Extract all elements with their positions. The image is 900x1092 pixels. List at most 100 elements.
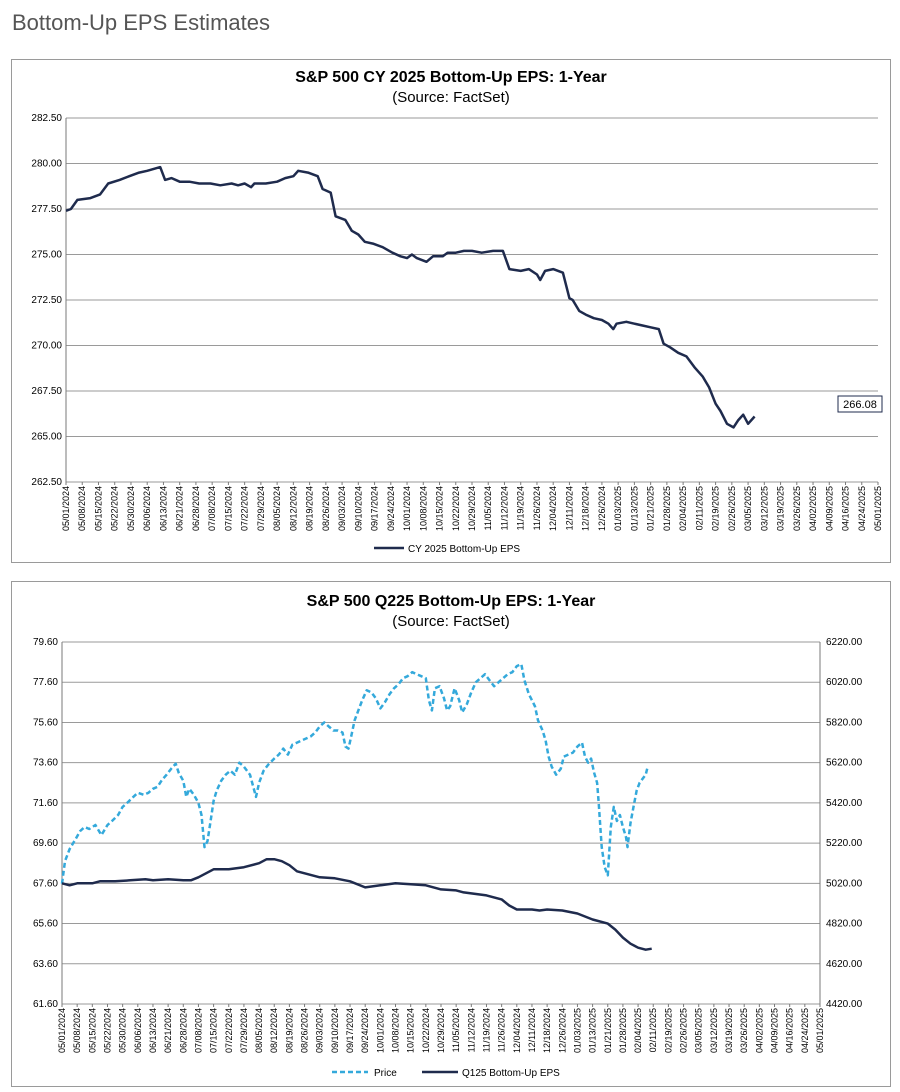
x-tick-label: 12/26/2024 [597, 486, 607, 531]
y-right-tick-label: 5020.00 [826, 878, 863, 889]
x-tick-label: 10/15/2024 [406, 1008, 416, 1053]
x-tick-label: 10/29/2024 [436, 1008, 446, 1053]
plot-lines [65, 165, 756, 429]
y-tick-label: 79.60 [33, 637, 58, 648]
y-axis-ticks: 282.50 280.00 277.50 275.00 272.50 270.00 267.… [31, 113, 62, 488]
y-axis-left-ticks: 79.60 77.60 75.60 73.60 71.60 69.60 67.60 65.60… [33, 637, 58, 1010]
x-tick-label: 08/19/2024 [305, 486, 315, 531]
x-tick-label: 09/24/2024 [386, 486, 396, 531]
x-tick-label: 04/09/2025 [770, 1008, 780, 1053]
x-tick-label: 09/17/2024 [370, 486, 380, 531]
x-tick-label: 07/15/2024 [209, 1008, 219, 1053]
x-tick-label: 01/28/2025 [618, 1008, 628, 1053]
x-tick-label: 06/13/2024 [158, 486, 168, 531]
x-tick-label: 06/06/2024 [142, 486, 152, 531]
x-tick-label: 01/03/2025 [572, 1008, 582, 1053]
x-tick-label: 10/01/2024 [402, 486, 412, 531]
x-tick-label: 01/21/2025 [646, 486, 656, 531]
series-line-q125-bottom-up-eps [61, 857, 652, 951]
y-tick-label: 63.60 [33, 959, 58, 970]
x-tick-label: 12/11/2024 [527, 1008, 537, 1052]
chart-title: S&P 500 Q225 Bottom-Up EPS: 1-Year [307, 593, 596, 610]
x-tick-label: 04/24/2025 [800, 1008, 810, 1053]
y-tick-label: 267.50 [31, 386, 62, 397]
x-tick-label: 06/28/2024 [178, 1008, 188, 1053]
x-tick-label: 12/18/2024 [542, 1008, 552, 1053]
x-tick-label: 09/03/2024 [337, 486, 347, 531]
x-tick-label: 01/13/2025 [629, 486, 639, 531]
x-tick-label: 11/26/2024 [497, 1008, 507, 1052]
y-tick-label: 280.00 [31, 159, 62, 170]
x-tick-label: 03/19/2025 [776, 486, 786, 531]
y-tick-label: 71.60 [33, 798, 58, 809]
x-tick-label: 10/01/2024 [375, 1008, 385, 1053]
x-tick-label: 08/05/2024 [254, 1008, 264, 1053]
x-tick-label: 09/10/2024 [330, 1008, 340, 1053]
x-tick-label: 05/22/2024 [102, 1008, 112, 1053]
x-tick-label: 08/19/2024 [284, 1008, 294, 1053]
x-tick-label: 09/03/2024 [315, 1008, 325, 1053]
x-tick-label: 01/13/2025 [588, 1008, 598, 1053]
plot-lines [60, 662, 652, 951]
x-tick-label: 04/02/2025 [808, 486, 818, 531]
chart-title: S&P 500 CY 2025 Bottom-Up EPS: 1-Year [295, 69, 607, 86]
x-tick-label: 05/15/2024 [87, 1008, 97, 1053]
y-tick-label: 69.60 [33, 838, 58, 849]
y-tick-label: 277.50 [31, 204, 62, 215]
x-tick-label: 06/13/2024 [148, 1008, 158, 1053]
x-tick-label: 10/22/2024 [421, 1008, 431, 1053]
x-tick-label: 08/12/2024 [288, 486, 298, 531]
x-tick-label: 09/24/2024 [360, 1008, 370, 1053]
x-tick-label: 03/26/2025 [792, 486, 802, 531]
x-tick-label: 03/26/2025 [739, 1008, 749, 1053]
x-tick-label: 04/24/2025 [857, 486, 867, 531]
x-tick-label: 11/19/2024 [516, 486, 526, 530]
gridlines [65, 117, 878, 483]
x-tick-label: 12/11/2024 [564, 486, 574, 530]
y-tick-label: 270.00 [31, 341, 62, 352]
x-tick-label: 10/22/2024 [451, 486, 461, 531]
x-tick-label: 09/17/2024 [345, 1008, 355, 1053]
x-tick-label: 01/21/2025 [603, 1008, 613, 1053]
x-tick-label: 12/04/2024 [512, 1008, 522, 1053]
x-tick-label: 10/08/2024 [391, 1008, 401, 1053]
x-tick-label: 11/19/2024 [481, 1008, 491, 1052]
x-tick-label: 10/08/2024 [418, 486, 428, 531]
y-right-tick-label: 6220.00 [826, 637, 863, 648]
x-tick-label: 03/05/2025 [694, 1008, 704, 1053]
series-line-price [60, 662, 649, 884]
legend: CY 2025 Bottom-Up EPS [374, 544, 520, 555]
x-tick-label: 03/12/2025 [759, 486, 769, 531]
x-tick-label: 06/21/2024 [163, 1008, 173, 1053]
x-tick-label: 05/01/2024 [61, 486, 71, 531]
x-tick-label: 05/08/2024 [77, 486, 87, 531]
x-tick-label: 05/01/2025 [815, 1008, 825, 1053]
x-tick-label: 05/01/2025 [873, 486, 883, 531]
legend: Price Q125 Bottom-Up EPS [332, 1068, 560, 1079]
x-tick-label: 12/26/2024 [557, 1008, 567, 1053]
x-tick-label: 03/19/2025 [724, 1008, 734, 1053]
y-tick-label: 73.60 [33, 758, 58, 769]
y-tick-label: 282.50 [31, 113, 62, 124]
y-right-tick-label: 5420.00 [826, 798, 863, 809]
x-tick-label: 12/04/2024 [548, 486, 558, 531]
x-tick-label: 12/18/2024 [581, 486, 591, 531]
x-tick-label: 05/01/2024 [57, 1008, 67, 1053]
x-tick-label: 11/26/2024 [532, 486, 542, 530]
chart-cy2025-eps: S&P 500 CY 2025 Bottom-Up EPS: 1-Year (S… [31, 69, 883, 555]
y-right-tick-label: 6020.00 [826, 677, 863, 688]
x-tick-label: 05/15/2024 [93, 486, 103, 531]
annotation-label: 266.08 [843, 399, 877, 411]
x-tick-label: 11/12/2024 [499, 486, 509, 530]
y-tick-label: 265.00 [31, 432, 62, 443]
x-tick-label: 08/26/2024 [321, 486, 331, 531]
y-right-tick-label: 5620.00 [826, 758, 863, 769]
chart-q225-eps: S&P 500 Q225 Bottom-Up EPS: 1-Year (Sour… [33, 593, 863, 1079]
x-tick-label: 11/12/2024 [466, 1008, 476, 1052]
x-tick-label: 07/29/2024 [256, 486, 266, 531]
y-tick-label: 67.60 [33, 878, 58, 889]
chart-panel-cy2025-eps: S&P 500 CY 2025 Bottom-Up EPS: 1-Year (S… [11, 59, 891, 563]
y-tick-label: 75.60 [33, 717, 58, 728]
x-tick-label: 02/11/2025 [648, 1008, 658, 1052]
y-tick-label: 275.00 [31, 250, 62, 261]
